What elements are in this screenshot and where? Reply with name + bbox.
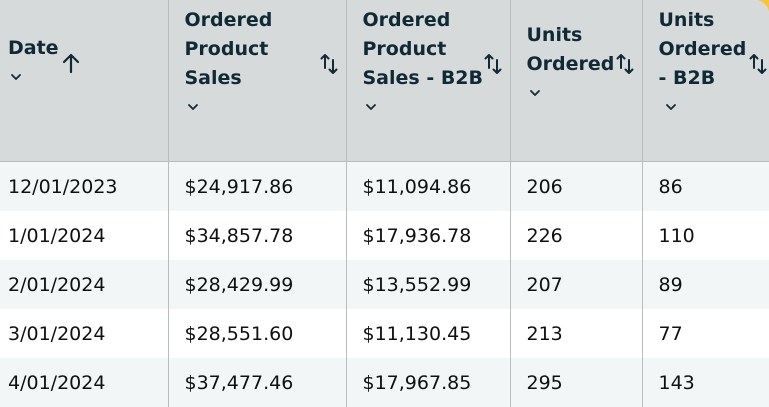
cell-ordered-product-sales-b2b: $11,094.86 xyxy=(346,161,511,211)
cell-units-ordered-b2b: 89 xyxy=(642,260,769,309)
cell-ordered-product-sales-b2b: $11,130.45 xyxy=(346,309,511,358)
table-row: 12/01/2023 $24,917.86 $11,094.86 206 86 xyxy=(0,161,769,211)
cell-date: 4/01/2024 xyxy=(0,358,169,407)
column-header-label: Units Ordered xyxy=(526,24,615,75)
column-header-label: Units Ordered - B2B xyxy=(658,9,747,89)
table-row: 2/01/2024 $28,429.99 $13,552.99 207 89 xyxy=(0,260,769,309)
column-header-date[interactable]: Date xyxy=(0,0,169,162)
table-header-row: Date Ordered Pr xyxy=(0,0,769,162)
cell-ordered-product-sales-b2b: $13,552.99 xyxy=(346,260,511,309)
column-header-ordered-product-sales-b2b[interactable]: Ordered Product Sales - B2B xyxy=(346,0,511,162)
cell-ordered-product-sales: $24,917.86 xyxy=(168,161,347,211)
column-header-units-ordered[interactable]: Units Ordered xyxy=(510,0,643,162)
table-row: 1/01/2024 $34,857.78 $17,936.78 226 110 xyxy=(0,211,769,260)
column-header-label: Ordered Product Sales - B2B xyxy=(362,9,484,89)
cell-ordered-product-sales-b2b: $17,967.85 xyxy=(346,358,511,407)
chevron-down-icon[interactable] xyxy=(365,102,377,112)
cell-ordered-product-sales: $37,477.46 xyxy=(168,358,347,407)
chevron-down-icon[interactable] xyxy=(529,88,541,98)
sort-up-down-icon[interactable] xyxy=(615,52,635,76)
table-row: 3/01/2024 $28,551.60 $11,130.45 213 77 xyxy=(0,309,769,358)
chevron-down-icon[interactable] xyxy=(187,102,199,112)
sort-up-down-icon[interactable] xyxy=(748,52,768,76)
chevron-down-icon[interactable] xyxy=(665,102,677,112)
cell-date: 12/01/2023 xyxy=(0,161,169,211)
cell-units-ordered-b2b: 86 xyxy=(642,161,769,211)
cell-units-ordered: 226 xyxy=(510,211,643,260)
cell-units-ordered: 207 xyxy=(510,260,643,309)
cell-date: 3/01/2024 xyxy=(0,309,169,358)
chevron-down-icon[interactable] xyxy=(10,72,22,82)
column-header-ordered-product-sales[interactable]: Ordered Product Sales xyxy=(168,0,347,162)
cell-date: 2/01/2024 xyxy=(0,260,169,309)
column-header-label: Ordered Product Sales xyxy=(184,9,273,89)
cell-units-ordered: 295 xyxy=(510,358,643,407)
table-row: 4/01/2024 $37,477.46 $17,967.85 295 143 xyxy=(0,358,769,407)
arrow-up-icon[interactable] xyxy=(60,52,82,74)
column-header-label: Date xyxy=(8,37,59,59)
column-header-units-ordered-b2b[interactable]: Units Ordered - B2B xyxy=(642,0,769,162)
cell-units-ordered: 206 xyxy=(510,161,643,211)
cell-ordered-product-sales: $34,857.78 xyxy=(168,211,347,260)
cell-ordered-product-sales: $28,429.99 xyxy=(168,260,347,309)
cell-units-ordered-b2b: 77 xyxy=(642,309,769,358)
cell-units-ordered-b2b: 143 xyxy=(642,358,769,407)
cell-date: 1/01/2024 xyxy=(0,211,169,260)
cell-ordered-product-sales-b2b: $17,936.78 xyxy=(346,211,511,260)
cell-ordered-product-sales: $28,551.60 xyxy=(168,309,347,358)
cell-units-ordered: 213 xyxy=(510,309,643,358)
sort-up-down-icon[interactable] xyxy=(483,52,503,76)
sort-up-down-icon[interactable] xyxy=(319,52,339,76)
cell-units-ordered-b2b: 110 xyxy=(642,211,769,260)
